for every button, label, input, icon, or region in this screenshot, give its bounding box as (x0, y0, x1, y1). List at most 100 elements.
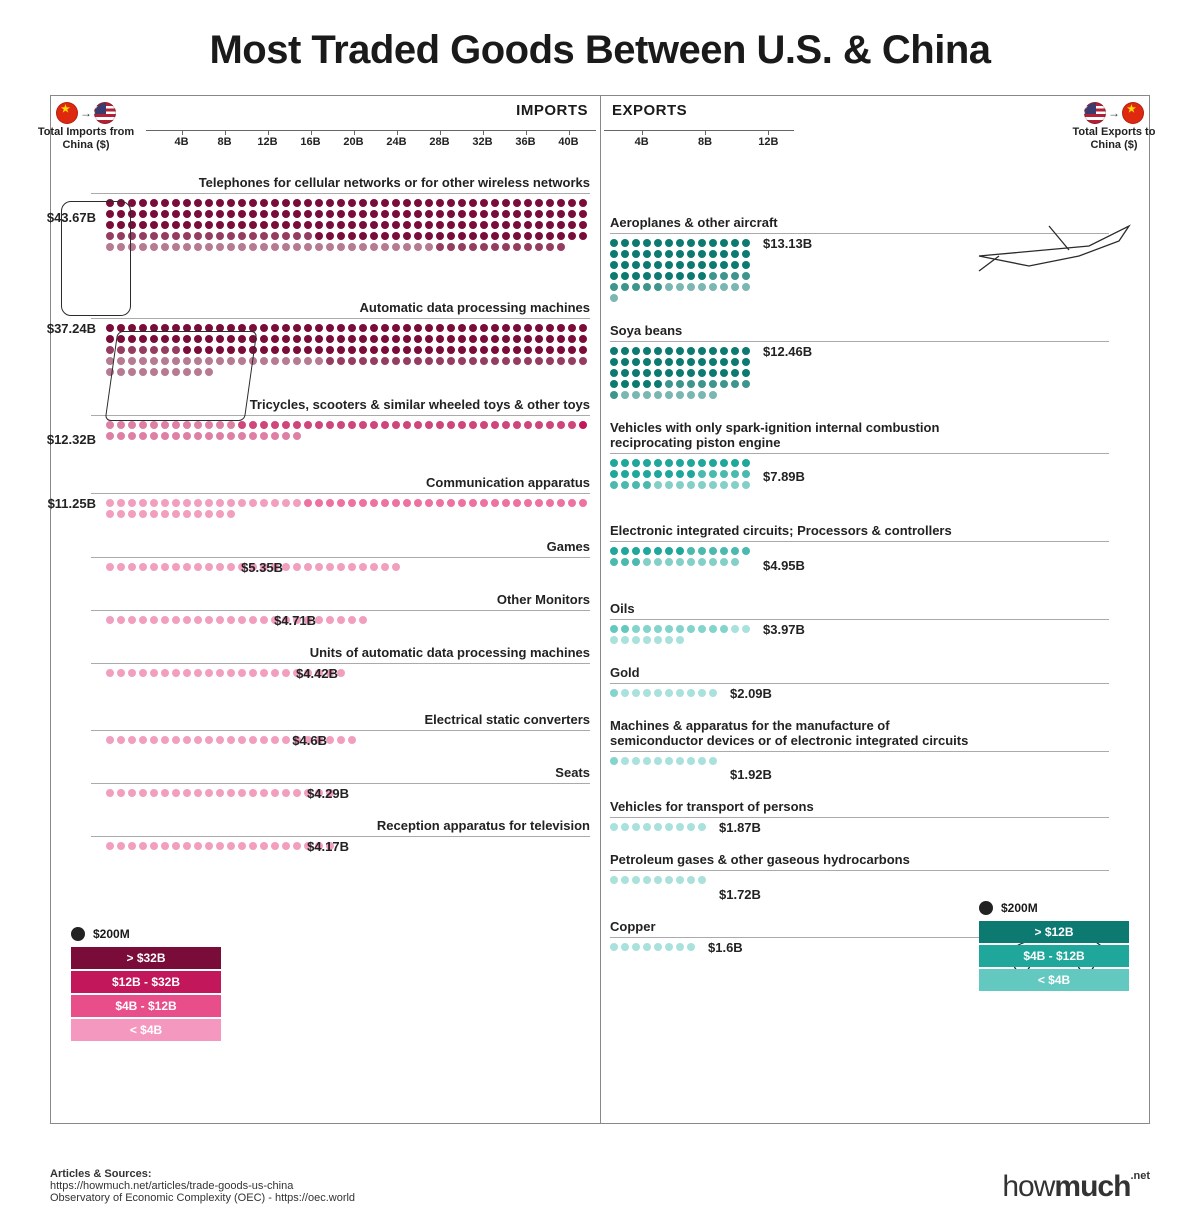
data-dot (227, 842, 235, 850)
legend-dot-label: $200M (1001, 901, 1038, 915)
data-dot (610, 558, 618, 566)
data-dot (654, 239, 662, 247)
data-dot (370, 221, 378, 229)
data-dot (610, 823, 618, 831)
data-dot (293, 221, 301, 229)
data-dot (359, 563, 367, 571)
data-dot (621, 943, 629, 951)
data-dot (436, 324, 444, 332)
data-dot (205, 432, 213, 440)
data-dot (676, 358, 684, 366)
row-divider (610, 541, 1109, 542)
data-dot (161, 499, 169, 507)
data-dot (535, 221, 543, 229)
data-dot (370, 346, 378, 354)
data-dot (403, 199, 411, 207)
data-dot (337, 616, 345, 624)
data-dot (491, 324, 499, 332)
data-dot (610, 547, 618, 555)
data-dot (654, 558, 662, 566)
data-dot (709, 358, 717, 366)
data-dot (106, 510, 114, 518)
data-dot (227, 510, 235, 518)
data-dot (414, 324, 422, 332)
data-dot (249, 669, 257, 677)
data-dot (676, 636, 684, 644)
data-dot (524, 232, 532, 240)
data-dot (271, 346, 279, 354)
data-dot (205, 232, 213, 240)
data-dot (676, 239, 684, 247)
data-dot (654, 757, 662, 765)
data-dot (106, 789, 114, 797)
data-dot (183, 510, 191, 518)
data-dot (370, 563, 378, 571)
data-dot (687, 547, 695, 555)
data-dot (632, 283, 640, 291)
data-dot (128, 432, 136, 440)
data-dot (370, 499, 378, 507)
import-row: Games$5.35B (51, 538, 600, 579)
data-dot (557, 243, 565, 251)
data-dot (150, 221, 158, 229)
row-value: $4.6B (292, 733, 327, 748)
data-dot (403, 421, 411, 429)
data-dot (183, 842, 191, 850)
data-dot (282, 232, 290, 240)
data-dot (720, 283, 728, 291)
data-dot (698, 250, 706, 258)
data-dot (535, 499, 543, 507)
data-dot (665, 757, 673, 765)
data-dot (557, 199, 565, 207)
data-dot (403, 243, 411, 251)
data-dot (227, 789, 235, 797)
data-dot (524, 243, 532, 251)
data-dot (249, 499, 257, 507)
data-dot (621, 459, 629, 467)
source-line-1: https://howmuch.net/articles/trade-goods… (50, 1180, 355, 1192)
data-dot (106, 432, 114, 440)
data-dot (720, 358, 728, 366)
data-dot (326, 736, 334, 744)
data-dot (282, 563, 290, 571)
data-dot (698, 380, 706, 388)
data-dot (621, 283, 629, 291)
data-dot (337, 221, 345, 229)
data-dot (150, 432, 158, 440)
data-dot (172, 199, 180, 207)
data-dot (150, 510, 158, 518)
data-dot (698, 470, 706, 478)
data-dot (359, 221, 367, 229)
data-dot (106, 346, 114, 354)
data-dot (337, 563, 345, 571)
data-dot (610, 391, 618, 399)
data-dot (337, 243, 345, 251)
data-dot (282, 243, 290, 251)
data-dot (249, 221, 257, 229)
data-dot (480, 199, 488, 207)
data-dot (535, 324, 543, 332)
data-dot (139, 789, 147, 797)
data-dot (643, 369, 651, 377)
export-row: Gold$2.09B (600, 664, 1149, 705)
data-dot (458, 221, 466, 229)
data-dot (117, 510, 125, 518)
data-dot (621, 625, 629, 633)
data-dot (654, 876, 662, 884)
data-dot (436, 346, 444, 354)
data-dot (643, 943, 651, 951)
data-dot (238, 499, 246, 507)
data-dot (513, 210, 521, 218)
data-dot (161, 221, 169, 229)
row-label: Telephones for cellular networks or for … (51, 174, 600, 192)
data-dot (227, 232, 235, 240)
data-dot (150, 736, 158, 744)
header-imports-label: Total Imports from China ($) (31, 126, 141, 152)
data-dot (128, 842, 136, 850)
data-dot (709, 380, 717, 388)
dot-cluster (96, 734, 600, 752)
data-dot (304, 563, 312, 571)
data-dot (194, 499, 202, 507)
data-dot (579, 346, 587, 354)
data-dot (687, 283, 695, 291)
